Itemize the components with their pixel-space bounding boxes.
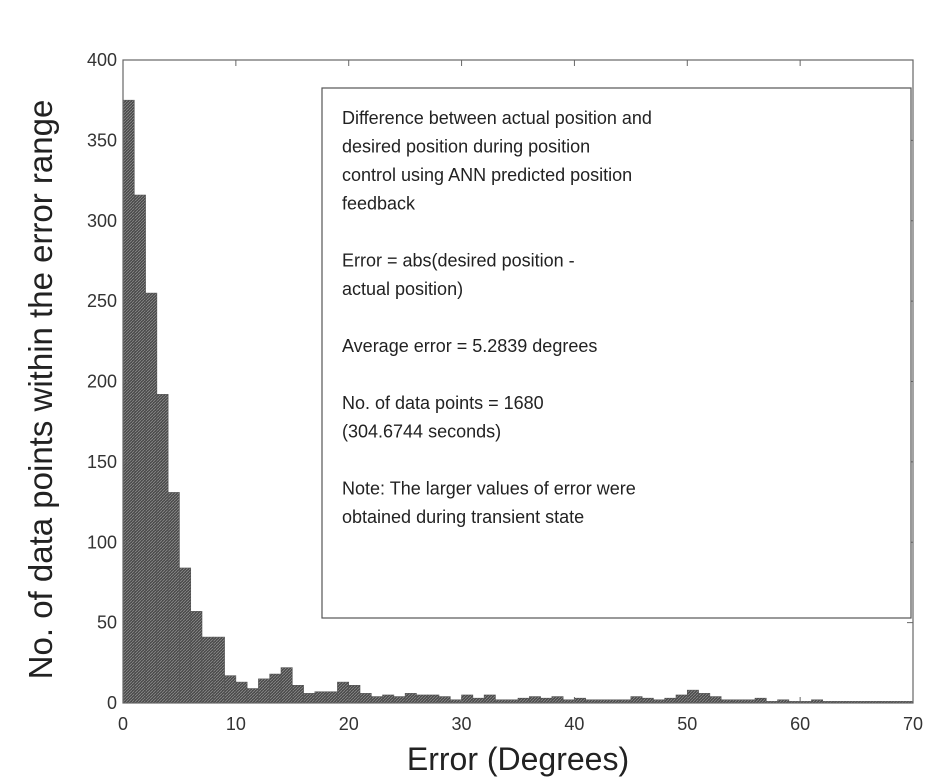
histogram-bar	[472, 697, 485, 704]
histogram-bar	[122, 99, 135, 704]
y-tick-label: 150	[87, 452, 117, 472]
histogram-bar	[754, 697, 767, 704]
y-axis-title: No. of data points within the error rang…	[22, 100, 59, 680]
histogram-bar	[133, 194, 146, 704]
histogram-bar	[303, 693, 316, 704]
histogram-bar	[212, 636, 225, 704]
histogram-bar	[179, 567, 192, 704]
histogram-bar	[517, 697, 530, 704]
histogram-bar	[370, 696, 383, 704]
histogram-bar	[246, 688, 259, 704]
annotation-line: (304.6744 seconds)	[342, 422, 501, 442]
x-tick-label: 40	[564, 714, 584, 734]
histogram-bar	[686, 689, 699, 704]
histogram-bar	[630, 696, 643, 704]
histogram-bar	[224, 675, 237, 704]
histogram-bar	[641, 697, 654, 704]
annotation-line: obtained during transient state	[342, 507, 584, 527]
histogram-bar	[416, 694, 429, 704]
histogram-bar	[698, 693, 711, 704]
histogram-bar	[427, 694, 440, 704]
histogram-bars	[122, 99, 914, 704]
histogram-bar	[574, 697, 587, 704]
histogram-bar	[483, 694, 496, 704]
histogram-bar	[709, 696, 722, 704]
histogram-bar	[337, 681, 350, 704]
annotation-line: actual position)	[342, 279, 463, 299]
y-tick-label: 200	[87, 372, 117, 392]
annotation-line: No. of data points = 1680	[342, 393, 544, 413]
histogram-bar	[235, 681, 248, 704]
histogram-bar	[291, 685, 304, 704]
annotation-box	[321, 87, 912, 619]
histogram-bar	[314, 691, 327, 704]
histogram-bar	[393, 696, 406, 704]
x-tick-label: 10	[226, 714, 246, 734]
annotation-line: Error = abs(desired position -	[342, 251, 575, 271]
annotation-line: Difference between actual position and	[342, 108, 652, 128]
histogram-bar	[382, 694, 395, 704]
y-tick-label: 250	[87, 291, 117, 311]
y-tick-label: 100	[87, 532, 117, 552]
x-tick-label: 60	[790, 714, 810, 734]
y-tick-label: 0	[107, 693, 117, 713]
y-tick-label: 300	[87, 211, 117, 231]
histogram-bar	[167, 492, 180, 704]
histogram-bar	[438, 696, 451, 704]
annotation-line: control using ANN predicted position	[342, 165, 632, 185]
annotation-line: Average error = 5.2839 degrees	[342, 336, 597, 356]
y-tick-label: 50	[97, 613, 117, 633]
histogram-bar	[280, 667, 293, 704]
annotation-text: Difference between actual position and de…	[342, 108, 652, 527]
y-tick-label: 400	[87, 50, 117, 70]
histogram-bar	[325, 691, 338, 704]
annotation-line: desired position during position	[342, 137, 590, 157]
histogram-bar	[190, 611, 203, 704]
histogram-bar	[258, 678, 271, 704]
histogram-bar	[156, 394, 169, 704]
histogram-bar	[145, 292, 158, 704]
x-axis-title: Error (Degrees)	[407, 741, 629, 777]
histogram-bar	[269, 673, 282, 704]
x-tick-label: 50	[677, 714, 697, 734]
x-tick-label: 0	[118, 714, 128, 734]
histogram-bar	[201, 636, 214, 704]
annotation-line: Note: The larger values of error were	[342, 479, 636, 499]
x-tick-label: 20	[339, 714, 359, 734]
histogram-bar	[675, 694, 688, 704]
histogram-bar	[359, 693, 372, 704]
axis-tick-labels: 0 10 20 30 40 50 60 70 0 50 100 150 200 250 300 350 400	[87, 50, 923, 734]
histogram-bar	[551, 696, 564, 704]
histogram-bar	[540, 697, 553, 704]
x-tick-label: 70	[903, 714, 923, 734]
y-tick-label: 350	[87, 130, 117, 150]
histogram-bar	[664, 697, 677, 704]
x-tick-label: 30	[452, 714, 472, 734]
histogram-bar	[404, 693, 417, 704]
histogram-bar	[348, 685, 361, 704]
annotation-line: feedback	[342, 194, 416, 214]
histogram-bar	[528, 696, 541, 704]
histogram-bar	[461, 694, 474, 704]
